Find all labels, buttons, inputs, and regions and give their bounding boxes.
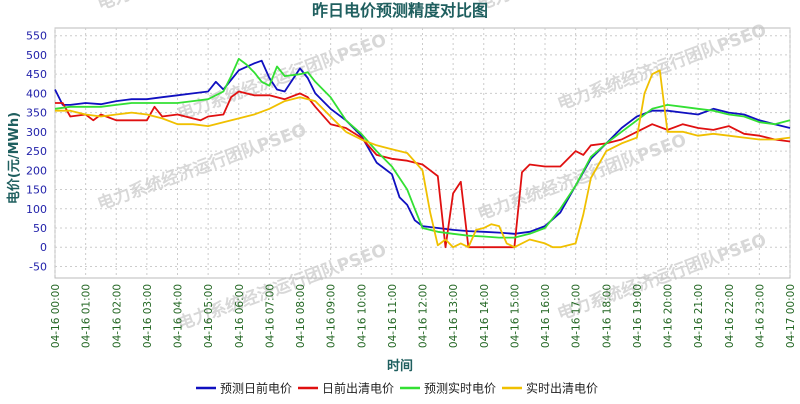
legend-item-label: 日前出清电价 <box>322 381 394 396</box>
x-tick-label: 04-16 02:00 <box>111 284 123 348</box>
y-tick-label: -50 <box>29 260 47 273</box>
legend-item-label: 预测日前电价 <box>220 381 292 396</box>
x-tick-label: 04-16 19:00 <box>632 284 644 348</box>
x-tick-label: 04-16 03:00 <box>142 284 154 348</box>
x-tick-label: 04-16 22:00 <box>724 284 736 348</box>
x-tick-label: 04-16 07:00 <box>264 284 276 348</box>
y-tick-label: 50 <box>33 222 47 235</box>
x-tick-label: 04-16 05:00 <box>203 284 215 348</box>
y-tick-label: 550 <box>26 30 47 43</box>
y-tick-label: 350 <box>26 107 47 120</box>
y-tick-label: 200 <box>26 164 47 177</box>
x-tick-label: 04-16 04:00 <box>173 284 185 348</box>
y-tick-label: 500 <box>26 49 47 62</box>
legend-item-label: 预测实时电价 <box>424 381 496 396</box>
series-layer <box>54 57 791 249</box>
x-tick-label: 04-16 10:00 <box>356 284 368 348</box>
series-line <box>55 69 791 249</box>
x-axis-label: 时间 <box>387 358 413 374</box>
y-tick-label: 150 <box>26 184 47 197</box>
chart-title: 昨日电价预测精度对比图 <box>312 1 488 20</box>
axes: -50 0 50 100 150 200 250 300 350 400 450 500 550 04-1… <box>26 30 797 348</box>
x-tick-label: 04-16 08:00 <box>295 284 307 348</box>
legend-item-label: 实时出清电价 <box>526 381 598 396</box>
x-tick-label: 04-16 15:00 <box>509 284 521 348</box>
y-tick-label: 300 <box>26 126 47 139</box>
x-tick-label: 04-17 00:00 <box>785 284 797 348</box>
y-tick-label: 250 <box>26 145 47 158</box>
y-tick-label: 0 <box>40 241 47 254</box>
x-tick-label: 04-16 13:00 <box>448 284 460 348</box>
x-tick-label: 04-16 21:00 <box>693 284 705 348</box>
y-tick-label: 450 <box>26 68 47 81</box>
x-tick-label: 04-16 16:00 <box>540 284 552 348</box>
series-line <box>54 57 791 239</box>
y-tick-label: 400 <box>26 87 47 100</box>
x-tick-label: 04-16 14:00 <box>479 284 491 348</box>
x-tick-label: 04-16 11:00 <box>387 284 399 348</box>
x-tick-label: 04-16 18:00 <box>601 284 613 348</box>
x-tick-label: 04-16 06:00 <box>234 284 246 348</box>
x-tick-label: 04-16 09:00 <box>326 284 338 348</box>
y-tick-label: 100 <box>26 203 47 216</box>
x-tick-label: 04-16 01:00 <box>81 284 93 348</box>
y-axis-label: 电价(元/MWh) <box>6 112 22 204</box>
x-tick-label: 04-16 00:00 <box>50 284 62 348</box>
legend: 预测日前电价 日前出清电价 预测实时电价 实时出清电价 <box>196 381 598 396</box>
x-tick-label: 04-16 17:00 <box>571 284 583 348</box>
x-tick-label: 04-16 20:00 <box>663 284 675 348</box>
grid-lines <box>54 27 791 279</box>
x-tick-label: 04-16 12:00 <box>418 284 430 348</box>
x-tick-label: 04-16 23:00 <box>754 284 766 348</box>
